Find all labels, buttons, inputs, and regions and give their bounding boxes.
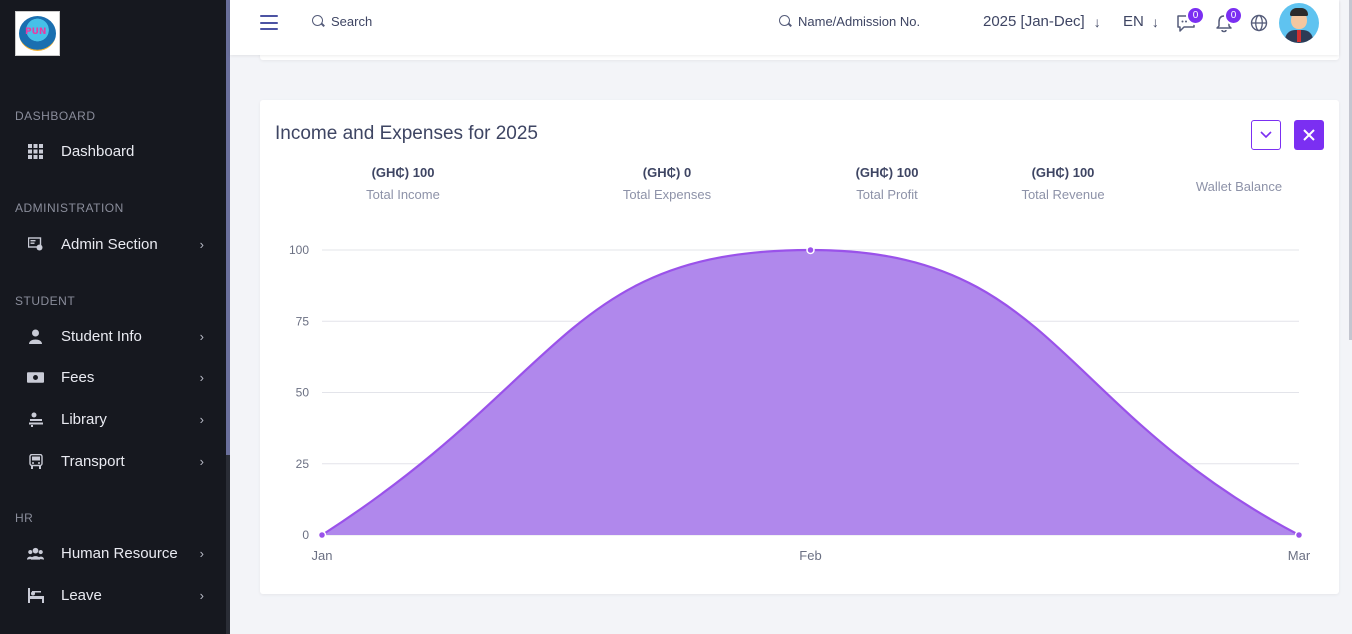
stat-wallet-balance: Wallet Balance (1196, 173, 1282, 194)
sidebar-item-label: Human Resource (61, 544, 178, 562)
sidebar-item-fees[interactable]: Fees › (0, 360, 226, 394)
arrow-down-icon: ↓ (1151, 13, 1159, 30)
x-tick-label: Mar (1288, 548, 1311, 563)
data-point (1294, 530, 1304, 540)
stat-value: (GH₵) 100 (1031, 165, 1095, 180)
y-tick-label: 25 (296, 457, 310, 471)
sidebar-item-label: Dashboard (61, 142, 135, 160)
stat-label: Total Revenue (1021, 187, 1105, 202)
stat-label: Wallet Balance (1195, 179, 1283, 194)
leave-icon (27, 587, 44, 604)
stat-total-revenue: (GH₵) 100 Total Revenue (1021, 165, 1104, 202)
session-label: 2025 [Jan-Dec] (983, 13, 1085, 30)
data-point (317, 530, 327, 540)
bus-icon (27, 453, 44, 470)
sidebar-item-student-info[interactable]: Student Info › (0, 319, 226, 353)
top-header: Search Name/Admission No. 2025 [Jan-Dec]… (230, 0, 1339, 55)
search-button[interactable]: Search (312, 14, 372, 29)
chevron-right-icon: › (199, 545, 204, 561)
chevron-right-icon: › (199, 236, 204, 252)
sidebar-item-label: Fees (61, 368, 95, 386)
sidebar-item-dashboard[interactable]: Dashboard (0, 134, 226, 168)
x-tick-label: Jan (312, 548, 333, 563)
messages-button[interactable]: 0 (1175, 6, 1205, 34)
section-title-student: STUDENT (15, 294, 76, 308)
income-expenses-chart: 0 25 50 75 100 Jan Feb Mar (289, 243, 1311, 563)
chevron-down-icon (1260, 131, 1272, 139)
y-tick-label: 50 (296, 386, 310, 400)
card-title: Income and Expenses for 2025 (275, 123, 539, 144)
stat-value: (GH₵) 0 (642, 165, 692, 180)
chevron-right-icon: › (199, 587, 204, 603)
sidebar-item-label: Transport (61, 452, 125, 470)
section-title-administration: ADMINISTRATION (15, 201, 124, 215)
collapse-button[interactable] (1251, 120, 1281, 150)
language-selector[interactable]: EN ↓ (1123, 13, 1159, 30)
chevron-right-icon: › (199, 369, 204, 385)
page-scrollbar[interactable] (1349, 0, 1352, 340)
menu-toggle-icon[interactable] (260, 15, 278, 30)
admin-icon (27, 236, 44, 253)
school-logo[interactable]: PUN (15, 11, 60, 56)
admission-search-label: Name/Admission No. (798, 14, 921, 29)
sidebar-item-human-resource[interactable]: Human Resource › (0, 536, 226, 570)
globe-icon (1250, 14, 1268, 32)
search-icon (312, 15, 325, 28)
users-icon (27, 545, 44, 562)
user-avatar[interactable] (1279, 3, 1319, 43)
library-icon (27, 411, 44, 428)
y-tick-label: 75 (296, 314, 310, 328)
chevron-right-icon: › (199, 328, 204, 344)
close-icon (1303, 129, 1315, 141)
messages-badge: 0 (1186, 6, 1205, 25)
arrow-down-icon: ↓ (1093, 13, 1101, 30)
stat-label: Total Profit (856, 187, 918, 202)
notifications-badge: 0 (1224, 6, 1243, 25)
stat-total-income: (GH₵) 100 Total Income (366, 165, 440, 202)
y-tick-label: 100 (289, 243, 309, 257)
notifications-button[interactable]: 0 (1213, 6, 1243, 34)
sidebar-item-label: Leave (61, 586, 102, 604)
sidebar-item-label: Library (61, 410, 107, 428)
x-tick-label: Feb (799, 548, 821, 563)
stat-value: (GH₵) 100 (855, 165, 919, 180)
search-label: Search (331, 14, 373, 29)
stat-label: Total Income (366, 187, 440, 202)
chevron-right-icon: › (199, 453, 204, 469)
income-expenses-card: Income and Expenses for 2025 (GH₵) 100 T… (260, 100, 1339, 594)
y-tick-label: 0 (302, 528, 309, 542)
sidebar-scrollbar-thumb[interactable] (226, 0, 230, 455)
area-fill (322, 250, 1299, 535)
stat-label: Total Expenses (622, 187, 712, 202)
section-title-hr: HR (15, 511, 34, 525)
grid-icon (27, 143, 44, 160)
search-icon (779, 15, 792, 28)
sidebar-item-leave[interactable]: Leave › (0, 578, 226, 612)
sidebar-scrollbar[interactable] (226, 0, 230, 634)
money-icon (27, 369, 44, 386)
sidebar-item-library[interactable]: Library › (0, 402, 226, 436)
stat-total-expenses: (GH₵) 0 Total Expenses (623, 165, 711, 202)
data-point (806, 245, 815, 255)
admission-search-input[interactable]: Name/Admission No. (779, 14, 920, 29)
sidebar: PUN DASHBOARD Dashboard ADMINISTRATION A… (0, 0, 230, 634)
section-title-dashboard: DASHBOARD (15, 109, 96, 123)
session-selector[interactable]: 2025 [Jan-Dec] ↓ (983, 13, 1101, 30)
sidebar-item-label: Admin Section (61, 235, 158, 253)
sidebar-item-transport[interactable]: Transport › (0, 444, 226, 478)
sidebar-item-label: Student Info (61, 327, 142, 345)
globe-button[interactable] (1248, 12, 1270, 34)
stat-value: (GH₵) 100 (371, 165, 435, 180)
stat-total-profit: (GH₵) 100 Total Profit (856, 165, 919, 202)
sidebar-item-admin-section[interactable]: Admin Section › (0, 227, 226, 261)
close-button[interactable] (1294, 120, 1324, 150)
user-icon (27, 328, 44, 345)
chevron-right-icon: › (199, 411, 204, 427)
language-label: EN (1123, 13, 1144, 30)
